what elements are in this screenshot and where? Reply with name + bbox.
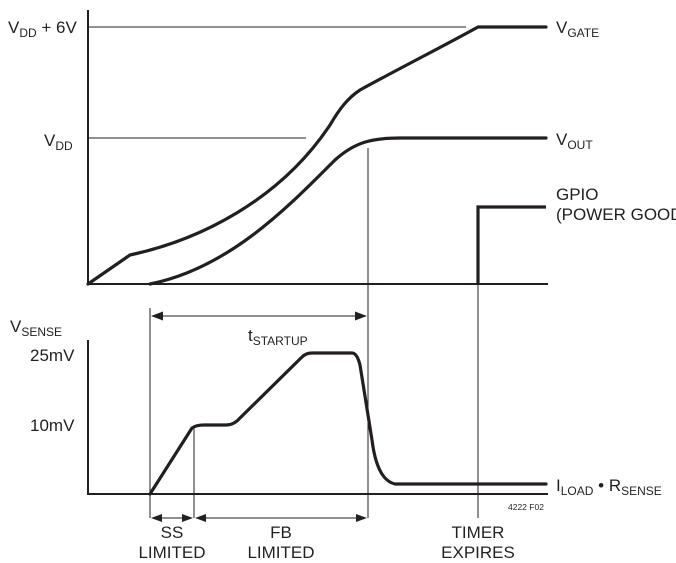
timer-label: TIMER — [452, 523, 505, 542]
vgate-label: VGATE — [556, 18, 599, 40]
timer-expires-label: EXPIRES — [441, 543, 515, 562]
vdd-label: VDD — [44, 131, 73, 153]
top-plot: VDD + 6V VDD VGATE VOUT GPIO (POWER GOOD… — [8, 10, 676, 286]
timing-guide-lines — [149, 148, 479, 518]
ss-limited-label: LIMITED — [138, 543, 205, 562]
vout-trace — [148, 136, 548, 286]
ss-arrow-left-head — [151, 514, 162, 522]
figure-code: 4222 F02 — [508, 502, 544, 512]
vgate-trace — [86, 25, 548, 286]
ss-arrow-right-head — [182, 514, 193, 522]
ss-label: SS — [161, 523, 184, 542]
tstartup-arrow-left-head — [151, 311, 163, 321]
vsense-trace — [148, 351, 548, 496]
iload-rsense-label: ILOAD • RSENSE — [556, 476, 662, 498]
bottom-plot: VSENSE 25mV 10mV tSTARTUP ILOAD • RSENSE… — [10, 311, 662, 512]
vdd-plus-6v-label: VDD + 6V — [8, 18, 78, 40]
tstartup-label: tSTARTUP — [248, 326, 308, 348]
tick-10mv-label: 10mV — [30, 416, 75, 435]
vsense-label: VSENSE — [10, 317, 62, 339]
fb-arrow-left-head — [195, 514, 206, 522]
fb-arrow-right-head — [356, 514, 367, 522]
fb-label: FB — [270, 523, 292, 542]
phase-annotations: SS LIMITED FB LIMITED TIMER EXPIRES — [138, 514, 515, 562]
tstartup-arrow-right-head — [355, 311, 367, 321]
tick-25mv-label: 25mV — [30, 346, 75, 365]
power-good-label: (POWER GOOD) — [556, 205, 676, 224]
gpio-label: GPIO — [556, 185, 599, 204]
vout-label: VOUT — [556, 130, 593, 152]
fb-limited-label: LIMITED — [247, 543, 314, 562]
gpio-power-good-trace — [476, 205, 546, 284]
